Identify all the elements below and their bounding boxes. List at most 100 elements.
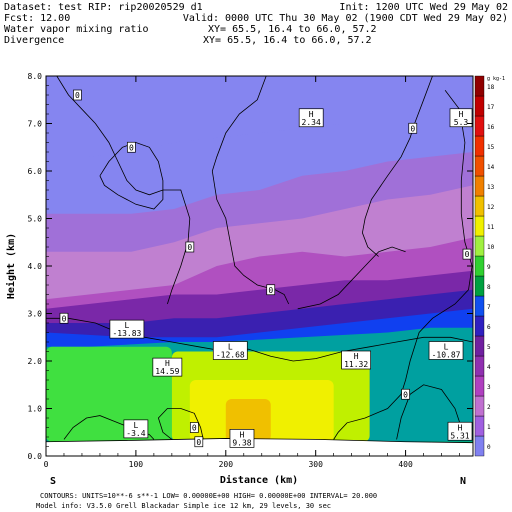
extreme-kind: H	[354, 352, 359, 361]
extreme-kind: L	[133, 421, 138, 430]
extreme-value: 11.32	[344, 360, 368, 369]
colorbar-swatch	[474, 175, 485, 197]
colorbar-label: 9	[487, 264, 491, 271]
y-tick-label: 8.0	[28, 72, 43, 81]
contour-label-text: 0	[62, 314, 67, 323]
extreme-label-box	[123, 419, 149, 439]
contour-label-text: 0	[192, 424, 197, 433]
moisture-fill-layers	[46, 76, 473, 456]
colorbar-swatch	[474, 435, 485, 457]
extreme-value: -3.4	[126, 429, 145, 438]
contour-label-text: 0	[129, 143, 134, 152]
colorbar-label: 14	[487, 164, 495, 171]
x-tick-label: 0	[44, 460, 49, 469]
colorbar-label: 4	[487, 364, 491, 371]
contour-label-box	[266, 284, 276, 296]
contour-label-text: 0	[465, 250, 470, 259]
terrain-surface	[46, 438, 473, 456]
extreme-kind: H	[458, 423, 463, 432]
field-xy-1: XY= 65.5, 16.4 to 66.0, 57.2	[208, 24, 377, 35]
colorbar-label: 8	[487, 284, 491, 291]
colorbar-label: 10	[487, 244, 495, 251]
extreme-value: -13.83	[112, 329, 141, 338]
contour-label-text: 0	[410, 124, 415, 133]
y-tick-label: 7.0	[28, 120, 43, 129]
colorbar-swatch	[474, 415, 485, 437]
north-label: N	[460, 476, 466, 487]
field-xy-2: XY= 65.5, 16.4 to 66.0, 57.2	[203, 35, 372, 46]
footer-model-info: Model info: V3.5.0 Grell Blackadar Simpl…	[36, 502, 331, 510]
y-tick-label: 4.0	[28, 262, 43, 271]
extreme-label-box	[298, 108, 324, 128]
extreme-label-box	[449, 108, 473, 128]
contour-label-box	[408, 122, 418, 134]
colorbar-swatch	[474, 275, 485, 297]
extreme-label-box	[341, 350, 371, 370]
extreme-value: -10.87	[432, 351, 461, 360]
extreme-kind: H	[240, 430, 245, 439]
contour-label-text: 0	[268, 286, 273, 295]
extreme-value: -12.68	[216, 351, 245, 360]
colorbar-swatch	[474, 135, 485, 157]
colorbar-swatch	[474, 395, 485, 417]
contour-label-text: 0	[75, 91, 80, 100]
colorbar-swatch	[474, 255, 485, 277]
contour-line	[56, 76, 191, 305]
header-valid: Valid: 0000 UTC Thu 30 May 02 (1900 CDT …	[183, 13, 508, 24]
axes: 0 100 200 300 400 0.0 1.0 2.0 3.0 4.0 5.0 6.0 7.0 8.0	[28, 72, 473, 469]
contour-label-box	[401, 388, 410, 400]
extreme-kind: L	[444, 343, 449, 352]
contour-label-box	[185, 241, 195, 253]
colorbar-label: 6	[487, 324, 491, 331]
colorbar-label: 5	[487, 344, 491, 351]
colorbar-swatch	[474, 215, 485, 237]
contour-label-text: 0	[187, 243, 192, 252]
extreme-kind: H	[309, 110, 314, 119]
contour-label-box	[194, 436, 204, 448]
south-label: S	[50, 476, 56, 487]
y-axis-title: Height (km)	[5, 233, 17, 299]
extreme-kind: L	[228, 343, 233, 352]
colorbar-swatch	[474, 195, 485, 217]
contour-line	[361, 76, 433, 257]
y-tick-label: 5.0	[28, 215, 43, 224]
contour-label-box	[462, 248, 472, 260]
colorbar-swatch	[474, 155, 485, 177]
extreme-kind: H	[459, 110, 464, 119]
contour-line	[157, 408, 204, 440]
colorbar-swatch	[474, 115, 485, 137]
header-fcst: Fcst: 12.00	[4, 13, 70, 24]
y-tick-label: 3.0	[28, 310, 43, 319]
extreme-label-box	[152, 357, 183, 377]
colorbar-label: 15	[487, 144, 495, 151]
colorbar-swatch	[474, 315, 485, 337]
colorbar-unit: g kg-1	[487, 76, 505, 82]
footer-contours: CONTOURS: UNITS=10**-6 s**-1 LOW= 0.0000…	[40, 492, 377, 500]
colorbar-label: 12	[487, 204, 495, 211]
y-tick-label: 6.0	[28, 167, 43, 176]
colorbar-swatch	[474, 375, 485, 397]
extreme-value: 5.3	[454, 118, 469, 127]
y-tick-label: 2.0	[28, 357, 43, 366]
header-dataset: Dataset: test RIP: rip20020529 d1	[4, 2, 203, 13]
colorbar-swatch	[474, 75, 485, 97]
y-tick-label: 0.0	[28, 452, 43, 461]
contour-line	[297, 246, 406, 310]
colorbar-label: 18	[487, 84, 495, 91]
colorbar-label: 17	[487, 104, 495, 111]
x-tick-label: 300	[308, 460, 323, 469]
colorbar-label: 7	[487, 304, 491, 311]
colorbar-label: 16	[487, 124, 495, 131]
colorbar-swatch	[474, 355, 485, 377]
colorbar-label: 11	[487, 224, 495, 231]
extreme-value: 2.34	[302, 118, 321, 127]
colorbar-label: 0	[487, 444, 491, 451]
field-name-2: Divergence	[4, 35, 64, 46]
extreme-label-box	[447, 421, 473, 441]
colorbar-label: 2	[487, 404, 491, 411]
x-axis-title: Distance (km)	[220, 474, 298, 486]
extreme-kind: L	[124, 321, 129, 330]
fill-patch-10	[46, 346, 172, 442]
